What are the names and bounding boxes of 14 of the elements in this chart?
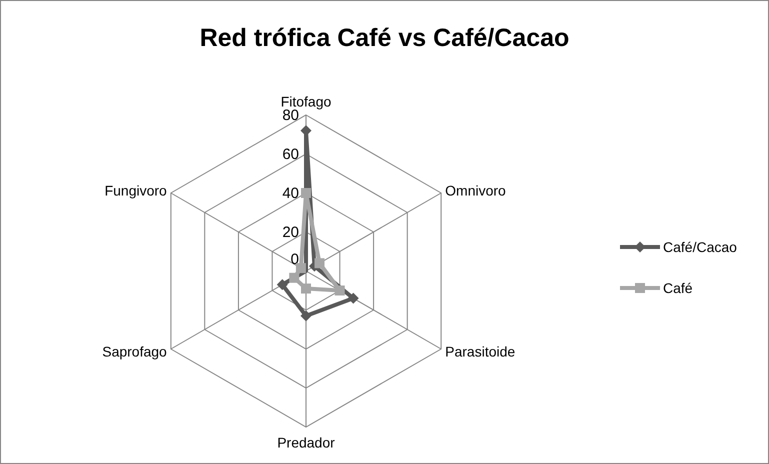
spoke-label: Omnivoro: [445, 182, 506, 199]
y-tick-label: 80: [282, 107, 299, 124]
chart-title: Red trófica Café vs Café/Cacao: [200, 24, 570, 52]
legend-label: Café: [663, 280, 693, 296]
spoke-label: Parasitoide: [445, 343, 516, 360]
spoke-label: Fungivoro: [104, 182, 168, 199]
spoke-label: Predador: [277, 434, 336, 451]
legend-label: Café/Cacao: [663, 239, 738, 255]
y-tick-label: 20: [282, 224, 299, 241]
y-tick-label: 60: [282, 146, 299, 163]
y-tick-label: 0: [290, 251, 299, 268]
spoke-label: Fitofago: [280, 93, 332, 110]
spoke-label: Saprofago: [102, 343, 168, 360]
y-tick-label: 40: [282, 185, 299, 202]
